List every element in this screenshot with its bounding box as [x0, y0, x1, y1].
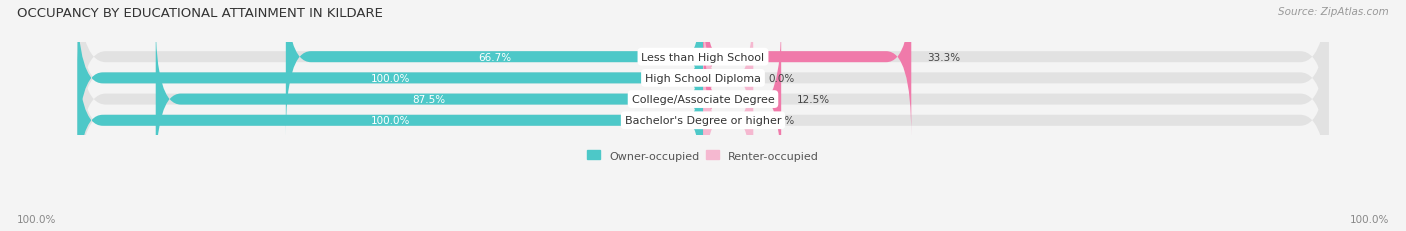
FancyBboxPatch shape [77, 10, 1329, 189]
Text: 100.0%: 100.0% [371, 116, 411, 126]
FancyBboxPatch shape [77, 0, 1329, 168]
FancyBboxPatch shape [156, 21, 703, 179]
Text: 0.0%: 0.0% [769, 116, 794, 126]
Text: Source: ZipAtlas.com: Source: ZipAtlas.com [1278, 7, 1389, 17]
FancyBboxPatch shape [703, 0, 911, 136]
Legend: Owner-occupied, Renter-occupied: Owner-occupied, Renter-occupied [582, 146, 824, 165]
Text: Less than High School: Less than High School [641, 52, 765, 62]
Text: 66.7%: 66.7% [478, 52, 510, 62]
FancyBboxPatch shape [77, 0, 1329, 147]
Text: 12.5%: 12.5% [797, 95, 830, 105]
FancyBboxPatch shape [703, 21, 782, 179]
Text: 87.5%: 87.5% [413, 95, 446, 105]
FancyBboxPatch shape [703, 0, 754, 158]
Text: OCCUPANCY BY EDUCATIONAL ATTAINMENT IN KILDARE: OCCUPANCY BY EDUCATIONAL ATTAINMENT IN K… [17, 7, 382, 20]
Text: 33.3%: 33.3% [927, 52, 960, 62]
Text: High School Diploma: High School Diploma [645, 73, 761, 84]
Text: 100.0%: 100.0% [17, 214, 56, 224]
Text: Bachelor's Degree or higher: Bachelor's Degree or higher [624, 116, 782, 126]
FancyBboxPatch shape [77, 42, 703, 200]
FancyBboxPatch shape [77, 0, 703, 158]
FancyBboxPatch shape [77, 31, 1329, 210]
Text: College/Associate Degree: College/Associate Degree [631, 95, 775, 105]
FancyBboxPatch shape [285, 0, 703, 136]
Text: 100.0%: 100.0% [371, 73, 411, 84]
Text: 100.0%: 100.0% [1350, 214, 1389, 224]
Text: 0.0%: 0.0% [769, 73, 794, 84]
FancyBboxPatch shape [703, 42, 754, 200]
